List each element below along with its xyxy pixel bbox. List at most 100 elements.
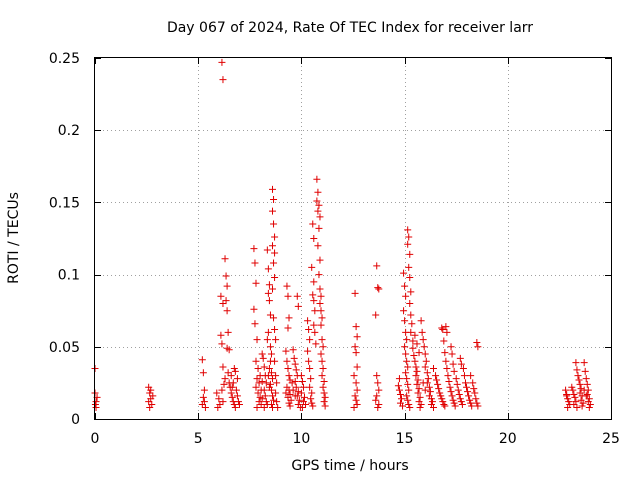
data-point (260, 403, 268, 411)
data-point (395, 375, 403, 383)
data-point (267, 401, 275, 409)
data-point (400, 307, 408, 315)
data-point (396, 390, 404, 398)
data-point (319, 364, 327, 372)
data-point (200, 386, 208, 394)
data-point (409, 337, 417, 345)
data-point (424, 375, 432, 383)
data-point (218, 386, 226, 394)
data-point (568, 383, 576, 391)
data-point (259, 354, 267, 362)
data-point (405, 263, 413, 271)
data-point (471, 389, 479, 397)
data-point (407, 328, 415, 336)
x-tick-label: 15 (396, 431, 414, 447)
data-point (298, 403, 306, 411)
y-tick-labels: 0 0.05 0.1 0.15 0.2 0.25 (49, 51, 80, 428)
data-point (228, 383, 236, 391)
data-point (564, 403, 572, 411)
y-tick-label: 0 (71, 412, 80, 428)
data-point (286, 402, 294, 410)
data-point (449, 396, 457, 404)
data-point (413, 380, 421, 388)
data-point (269, 285, 277, 293)
data-point (220, 380, 228, 388)
data-point (283, 357, 291, 365)
data-point (440, 401, 448, 409)
data-point (269, 392, 277, 400)
data-point (289, 386, 297, 394)
data-point (311, 328, 319, 336)
data-point (573, 403, 581, 411)
data-point (270, 196, 278, 204)
data-point (562, 386, 570, 394)
data-point (350, 403, 358, 411)
data-point (418, 328, 426, 336)
data-point (353, 386, 361, 394)
data-point (253, 403, 261, 411)
data-point (294, 388, 302, 396)
data-point (374, 403, 382, 411)
data-point (219, 398, 227, 406)
data-point (416, 393, 424, 401)
data-point (405, 386, 413, 394)
data-point (269, 207, 277, 215)
data-point (466, 396, 474, 404)
data-point (92, 403, 100, 411)
data-point (251, 259, 259, 267)
data-point (309, 291, 317, 299)
data-point (282, 347, 290, 355)
data-point (297, 372, 305, 380)
y-tick-label: 0.25 (49, 51, 80, 67)
data-point (309, 220, 317, 228)
data-point (270, 396, 278, 404)
data-point (415, 385, 423, 393)
data-point (235, 401, 243, 409)
data-point (292, 383, 300, 391)
data-point (225, 346, 233, 354)
data-point (314, 242, 322, 250)
data-point (271, 325, 279, 333)
data-point (306, 364, 314, 372)
data-point (580, 386, 588, 394)
data-point (406, 299, 414, 307)
data-point (403, 336, 411, 344)
data-point (291, 392, 299, 400)
data-points (91, 58, 594, 411)
data-point (299, 383, 307, 391)
data-point (310, 278, 318, 286)
data-point (449, 360, 457, 368)
data-point (579, 399, 587, 407)
data-point (570, 401, 578, 409)
data-point (429, 364, 437, 372)
data-point (260, 386, 268, 394)
data-point (581, 367, 589, 375)
data-point (578, 402, 586, 410)
data-point (583, 380, 591, 388)
data-point (261, 392, 269, 400)
data-point (419, 379, 427, 387)
data-point (316, 256, 324, 264)
data-point (310, 321, 318, 329)
data-point (285, 314, 293, 322)
data-point (262, 379, 270, 387)
data-point (318, 357, 326, 365)
data-point (351, 392, 359, 400)
data-point (217, 331, 225, 339)
y-tick-label: 0.1 (58, 268, 80, 284)
data-point (451, 402, 459, 410)
data-point (91, 401, 99, 409)
data-point (421, 350, 429, 358)
data-point (409, 344, 417, 352)
data-point (403, 357, 411, 365)
data-point (413, 340, 421, 348)
data-point (217, 292, 225, 300)
data-point (576, 380, 584, 388)
data-point (284, 364, 292, 372)
data-point (450, 399, 458, 407)
y-tick-label: 0.15 (49, 195, 80, 211)
data-point (229, 379, 237, 387)
data-point (375, 285, 383, 293)
data-point (304, 317, 312, 325)
data-point (316, 213, 324, 221)
